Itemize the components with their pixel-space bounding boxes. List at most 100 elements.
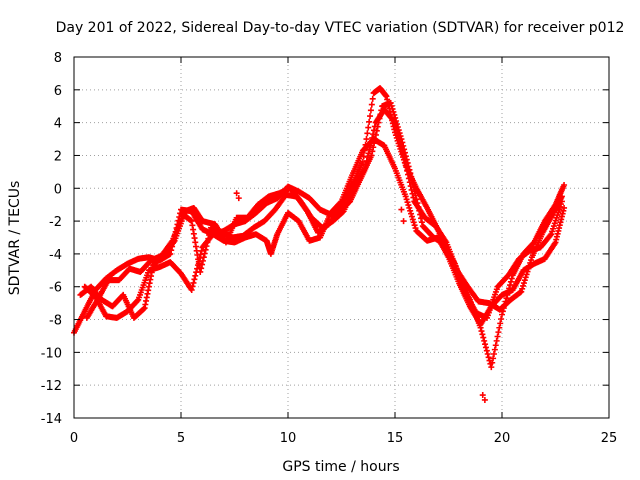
y-tick-label: 2 [54,149,62,164]
data-point [388,102,395,109]
data-point [378,107,385,114]
data-point [496,324,503,331]
series-outliers [233,190,488,403]
data-point [396,130,403,137]
data-point [406,204,413,211]
data-point [508,275,515,282]
data-point [405,202,412,209]
data-point [397,133,404,140]
data-point [411,222,418,229]
data-point [483,347,490,354]
data-point [204,239,211,246]
data-point [201,250,208,257]
data-point [359,159,366,166]
data-point [409,177,416,184]
data-point [484,351,491,358]
data-point [403,156,410,163]
data-point [366,118,373,125]
data-point [394,124,401,131]
data-point [479,331,486,338]
series-track-d [83,99,565,321]
data-point [408,210,415,217]
data-point [395,127,402,134]
data-point [367,107,374,114]
y-tick-label: -8 [49,314,62,329]
data-point [369,148,376,155]
data-point [365,124,372,131]
data-point [373,127,380,134]
data-point [374,123,381,130]
data-point [518,288,525,295]
data-point [192,272,199,279]
data-point [525,265,532,272]
data-point [391,111,398,118]
data-point [410,184,417,191]
data-point [494,333,501,340]
data-point [372,131,379,138]
data-point [528,257,535,264]
y-axis-label: SDTVAR / TECUs [7,181,23,296]
data-points [71,85,568,403]
y-tick-label: -6 [49,281,62,296]
y-tick-label: -4 [49,248,62,263]
data-point [415,203,422,210]
data-point [520,280,527,287]
plot-frame [73,56,610,419]
x-tick-label: 25 [601,431,618,446]
data-point [389,105,396,112]
data-point [368,152,375,159]
x-tick-label: 15 [387,431,404,446]
data-point [561,181,568,188]
y-tick-label: -14 [41,412,62,427]
data-point [191,276,198,283]
data-point [495,329,502,336]
data-point [401,149,408,156]
data-point [492,342,499,349]
data-point [418,219,425,226]
data-point [398,136,405,143]
data-point [561,204,568,211]
x-tick-labels: 0 5 10 15 20 25 [70,431,617,446]
data-point [198,265,205,272]
data-point [498,315,505,322]
data-point [482,341,489,348]
data-point [369,95,376,102]
data-point [491,346,498,353]
data-point [390,108,397,115]
data-point [235,195,242,202]
data-point [400,218,407,225]
data-point [233,190,240,197]
data-point [189,283,196,290]
data-point [488,364,495,371]
data-point [507,278,514,285]
data-point [367,113,374,120]
data-point [399,139,406,146]
y-tick-label: -12 [41,379,62,394]
data-point [490,351,497,358]
y-tick-label: 6 [54,84,62,99]
data-point [408,173,415,180]
data-point [206,232,213,239]
data-point [203,243,210,250]
data-point [490,355,497,362]
data-point [134,297,141,304]
data-point [523,271,530,278]
data-point [410,219,417,226]
data-point [392,114,399,121]
data-point [402,193,409,200]
data-point [411,188,418,195]
data-point [200,254,207,261]
x-tick-label: 0 [70,431,78,446]
data-point [371,140,378,147]
y-tick-label: 0 [54,182,62,197]
data-point [398,206,405,213]
data-point [369,134,376,141]
data-point [410,180,417,187]
data-point [400,142,407,149]
data-point [199,261,206,268]
data-point [406,166,413,173]
data-point [480,334,487,341]
data-point [377,111,384,118]
data-point [412,225,419,232]
data-point [417,211,424,218]
